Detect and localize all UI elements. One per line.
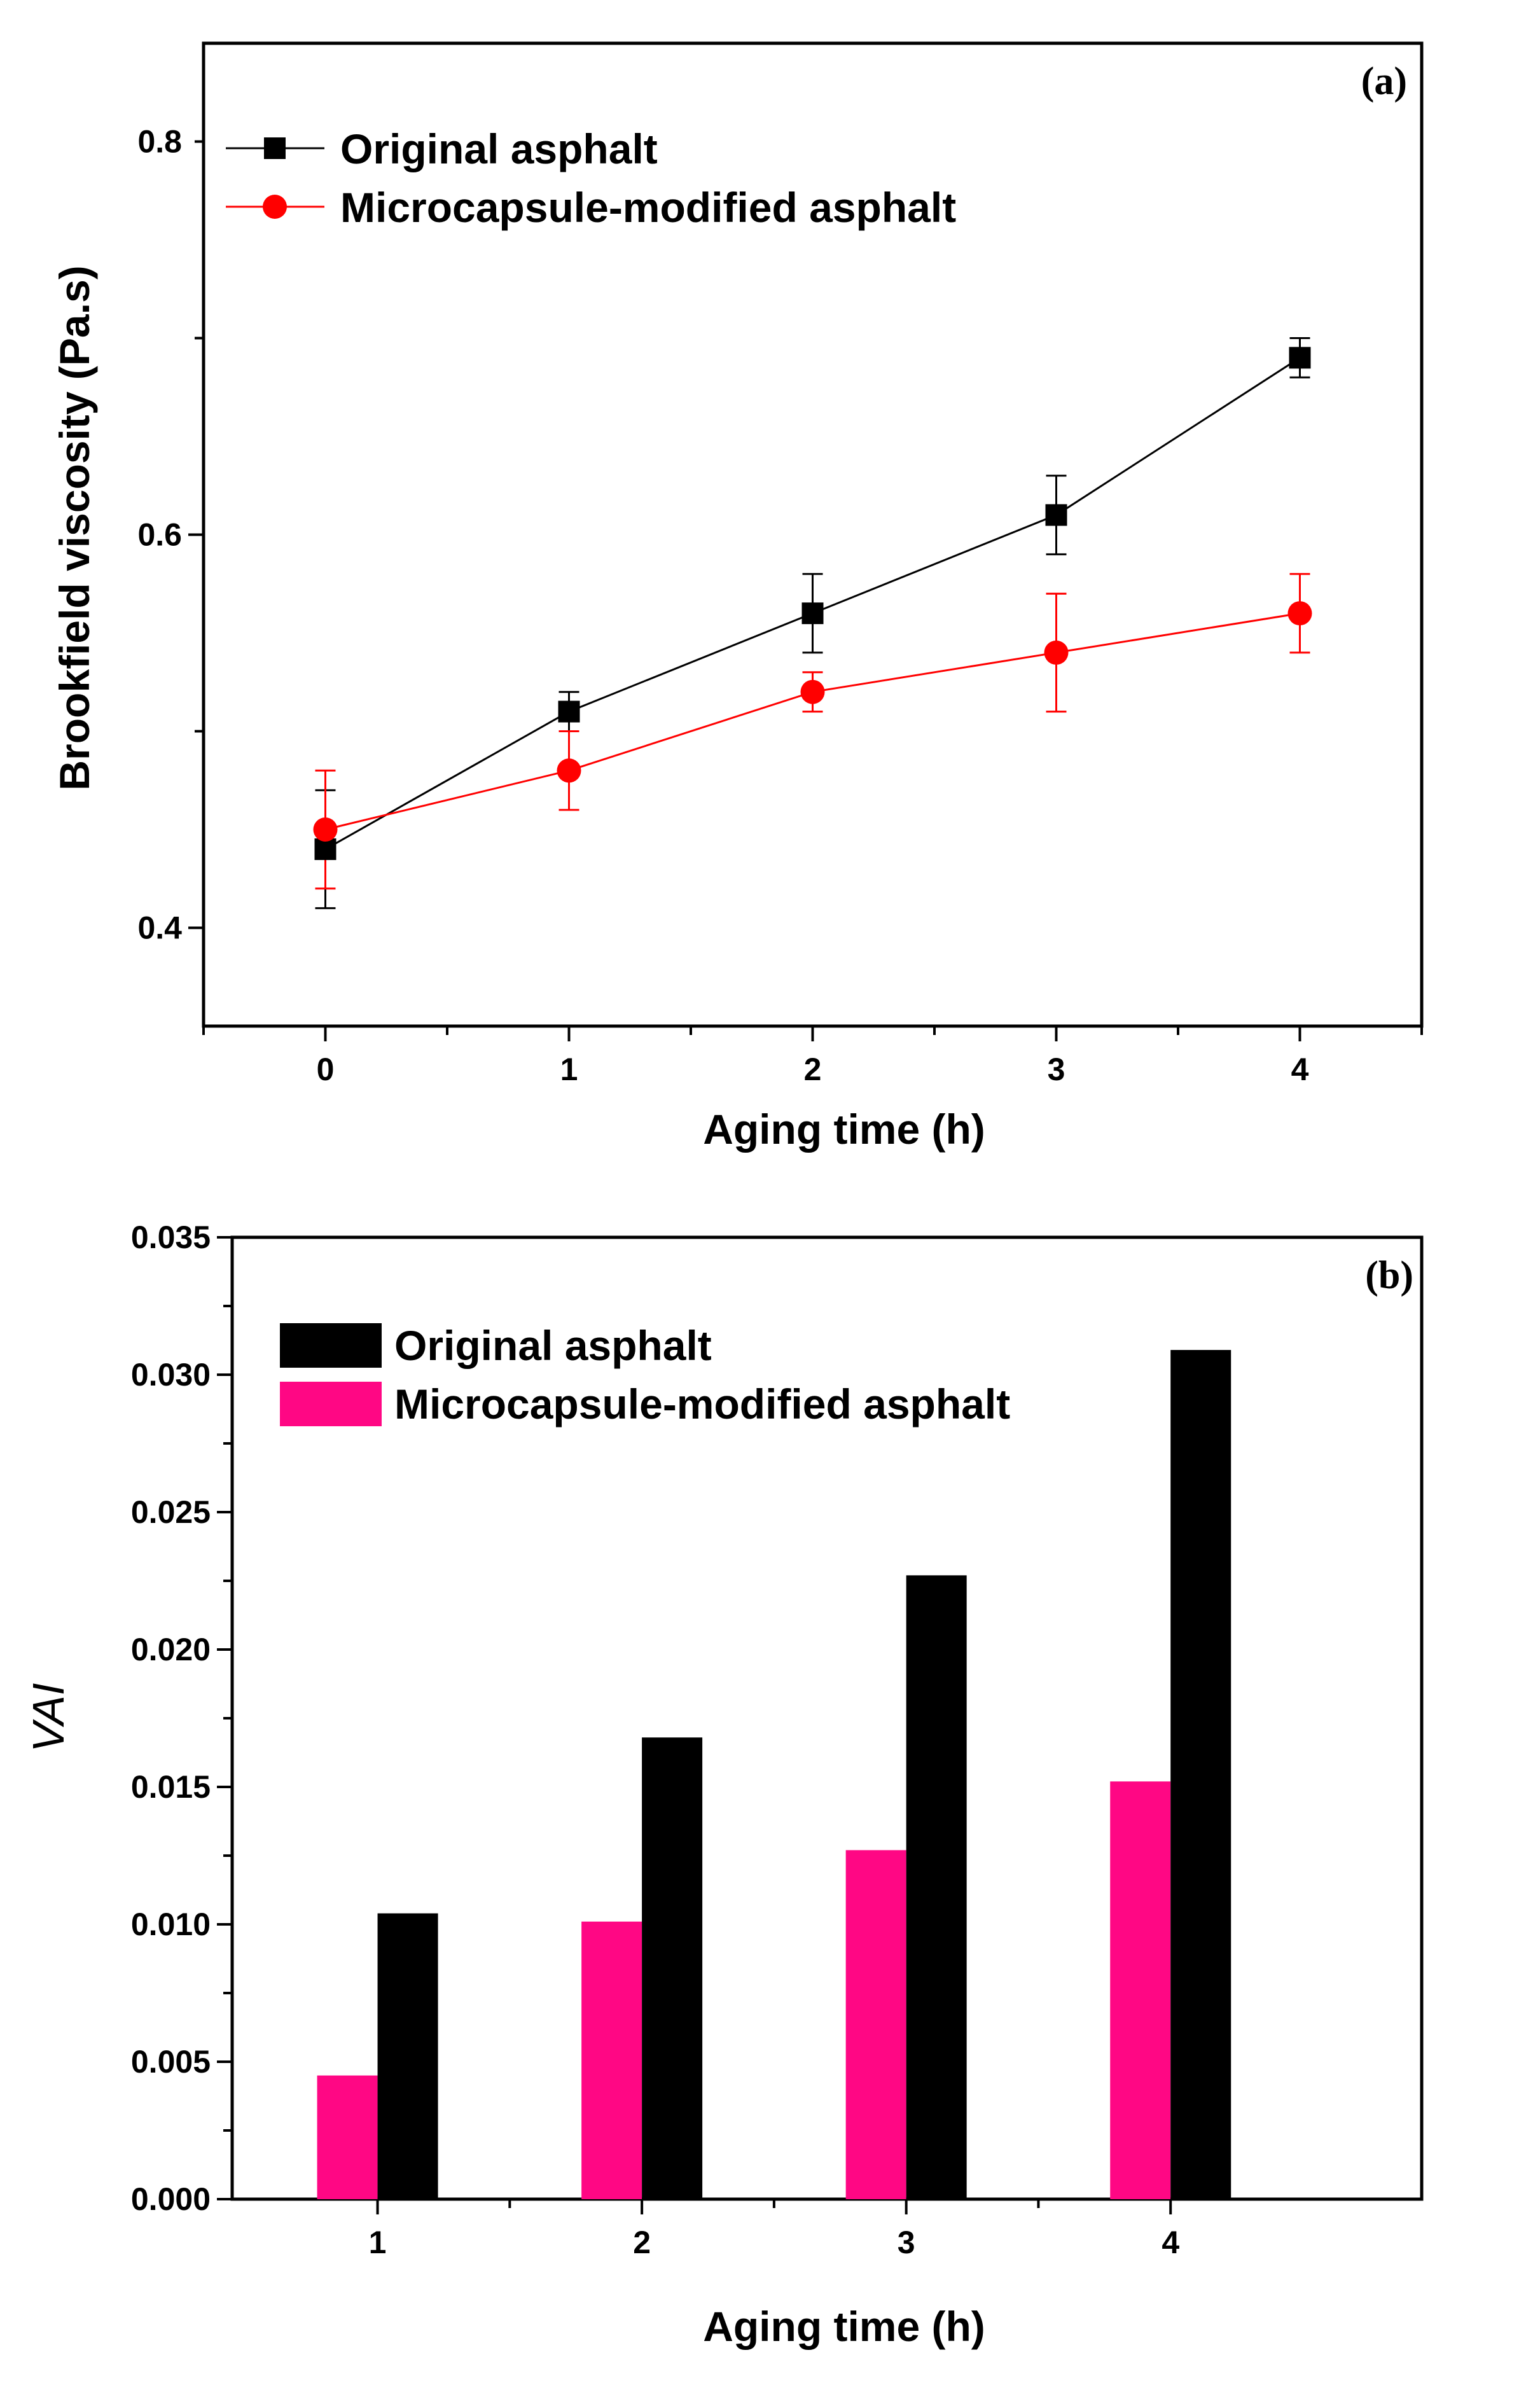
data-point-microcapsule (313, 817, 338, 842)
legend-a-label-original: Original asphalt (340, 125, 658, 172)
data-point-microcapsule (557, 758, 581, 783)
panel-b-y-axis: 0.000 0.005 0.010 0.015 0.020 0.025 0.030 0.035 (131, 1219, 232, 2217)
legend-b-label-original: Original asphalt (394, 1322, 712, 1369)
panel-b-x-axis-title: Aging time (h) (703, 2303, 985, 2350)
x-tick-label: 0 (317, 1052, 335, 1087)
x-tick-label: 4 (1162, 2225, 1179, 2260)
y-tick-label: 0.4 (137, 910, 182, 946)
y-tick-label: 0.6 (137, 517, 182, 553)
bar-microcapsule (1110, 1781, 1171, 2199)
bar-microcapsule (845, 1850, 906, 2199)
legend-a-marker-microcapsule (263, 195, 287, 219)
y-tick-label: 0.030 (131, 1357, 211, 1393)
legend-a-label-microcapsule: Microcapsule-modified asphalt (340, 184, 956, 231)
panel-a-label: (a) (1361, 60, 1407, 103)
legend-b-label-microcapsule: Microcapsule-modified asphalt (394, 1380, 1010, 1428)
x-tick-label: 3 (898, 2225, 915, 2260)
panel-a-plot-area (313, 337, 1312, 910)
bar-original (1170, 1350, 1231, 2199)
y-tick-label: 0.005 (131, 2044, 211, 2080)
legend-a-marker-original (264, 137, 286, 159)
y-tick-label: 0.025 (131, 1494, 211, 1530)
data-point-microcapsule (800, 679, 825, 704)
panel-a-x-axis-title: Aging time (h) (703, 1106, 985, 1153)
x-tick-label: 1 (369, 2225, 387, 2260)
panel-a-legend: Original asphalt Microcapsule-modified a… (226, 125, 956, 231)
panel-a-y-axis: 0.4 0.6 0.8 (137, 124, 204, 946)
panel-b-x-axis: 1 2 3 4 (369, 2199, 1179, 2260)
x-tick-label: 1 (560, 1052, 578, 1087)
data-point-original (801, 602, 824, 625)
panel-b-plot-area (317, 1350, 1231, 2199)
y-tick-label: 0.010 (131, 1907, 211, 1942)
x-tick-label: 2 (804, 1052, 822, 1087)
bar-microcapsule (581, 1921, 642, 2199)
panel-a-x-axis: 0 1 2 3 4 (202, 1026, 1423, 1087)
panel-b-vai-chart: 0.000 0.005 0.010 0.015 0.020 0.025 0.030 0.035… (24, 1219, 1424, 2350)
bar-microcapsule (317, 2075, 378, 2199)
bar-original (642, 1737, 703, 2199)
y-tick-label: 0.000 (131, 2181, 211, 2217)
x-tick-label: 4 (1291, 1052, 1309, 1087)
x-tick-label: 3 (1048, 1052, 1065, 1087)
data-point-original (558, 700, 580, 723)
bar-original (377, 1913, 438, 2199)
data-point-microcapsule (1287, 601, 1312, 626)
panel-b-y-axis-title: VAI (24, 1683, 73, 1753)
legend-b-swatch-microcapsule (280, 1382, 382, 1426)
panel-b-label: (b) (1365, 1254, 1413, 1297)
bar-original (906, 1575, 967, 2199)
data-point-original (1045, 504, 1067, 526)
y-tick-label: 0.015 (131, 1769, 211, 1805)
x-tick-label: 2 (633, 2225, 651, 2260)
panel-b-legend: Original asphalt Microcapsule-modified a… (280, 1322, 1010, 1428)
data-point-original (314, 838, 336, 860)
panel-a-viscosity-chart: 0.4 0.6 0.8 0 1 2 3 4 (a) Aging time (h) Brook… (51, 41, 1424, 1153)
panel-a-y-axis-title: Brookfield viscosity (Pa.s) (51, 265, 98, 790)
data-point-original (1289, 347, 1311, 369)
data-point-microcapsule (1044, 640, 1069, 665)
y-tick-label: 0.8 (137, 124, 182, 160)
y-tick-label: 0.035 (131, 1219, 211, 1255)
legend-b-swatch-original (280, 1323, 382, 1368)
y-tick-label: 0.020 (131, 1632, 211, 1667)
